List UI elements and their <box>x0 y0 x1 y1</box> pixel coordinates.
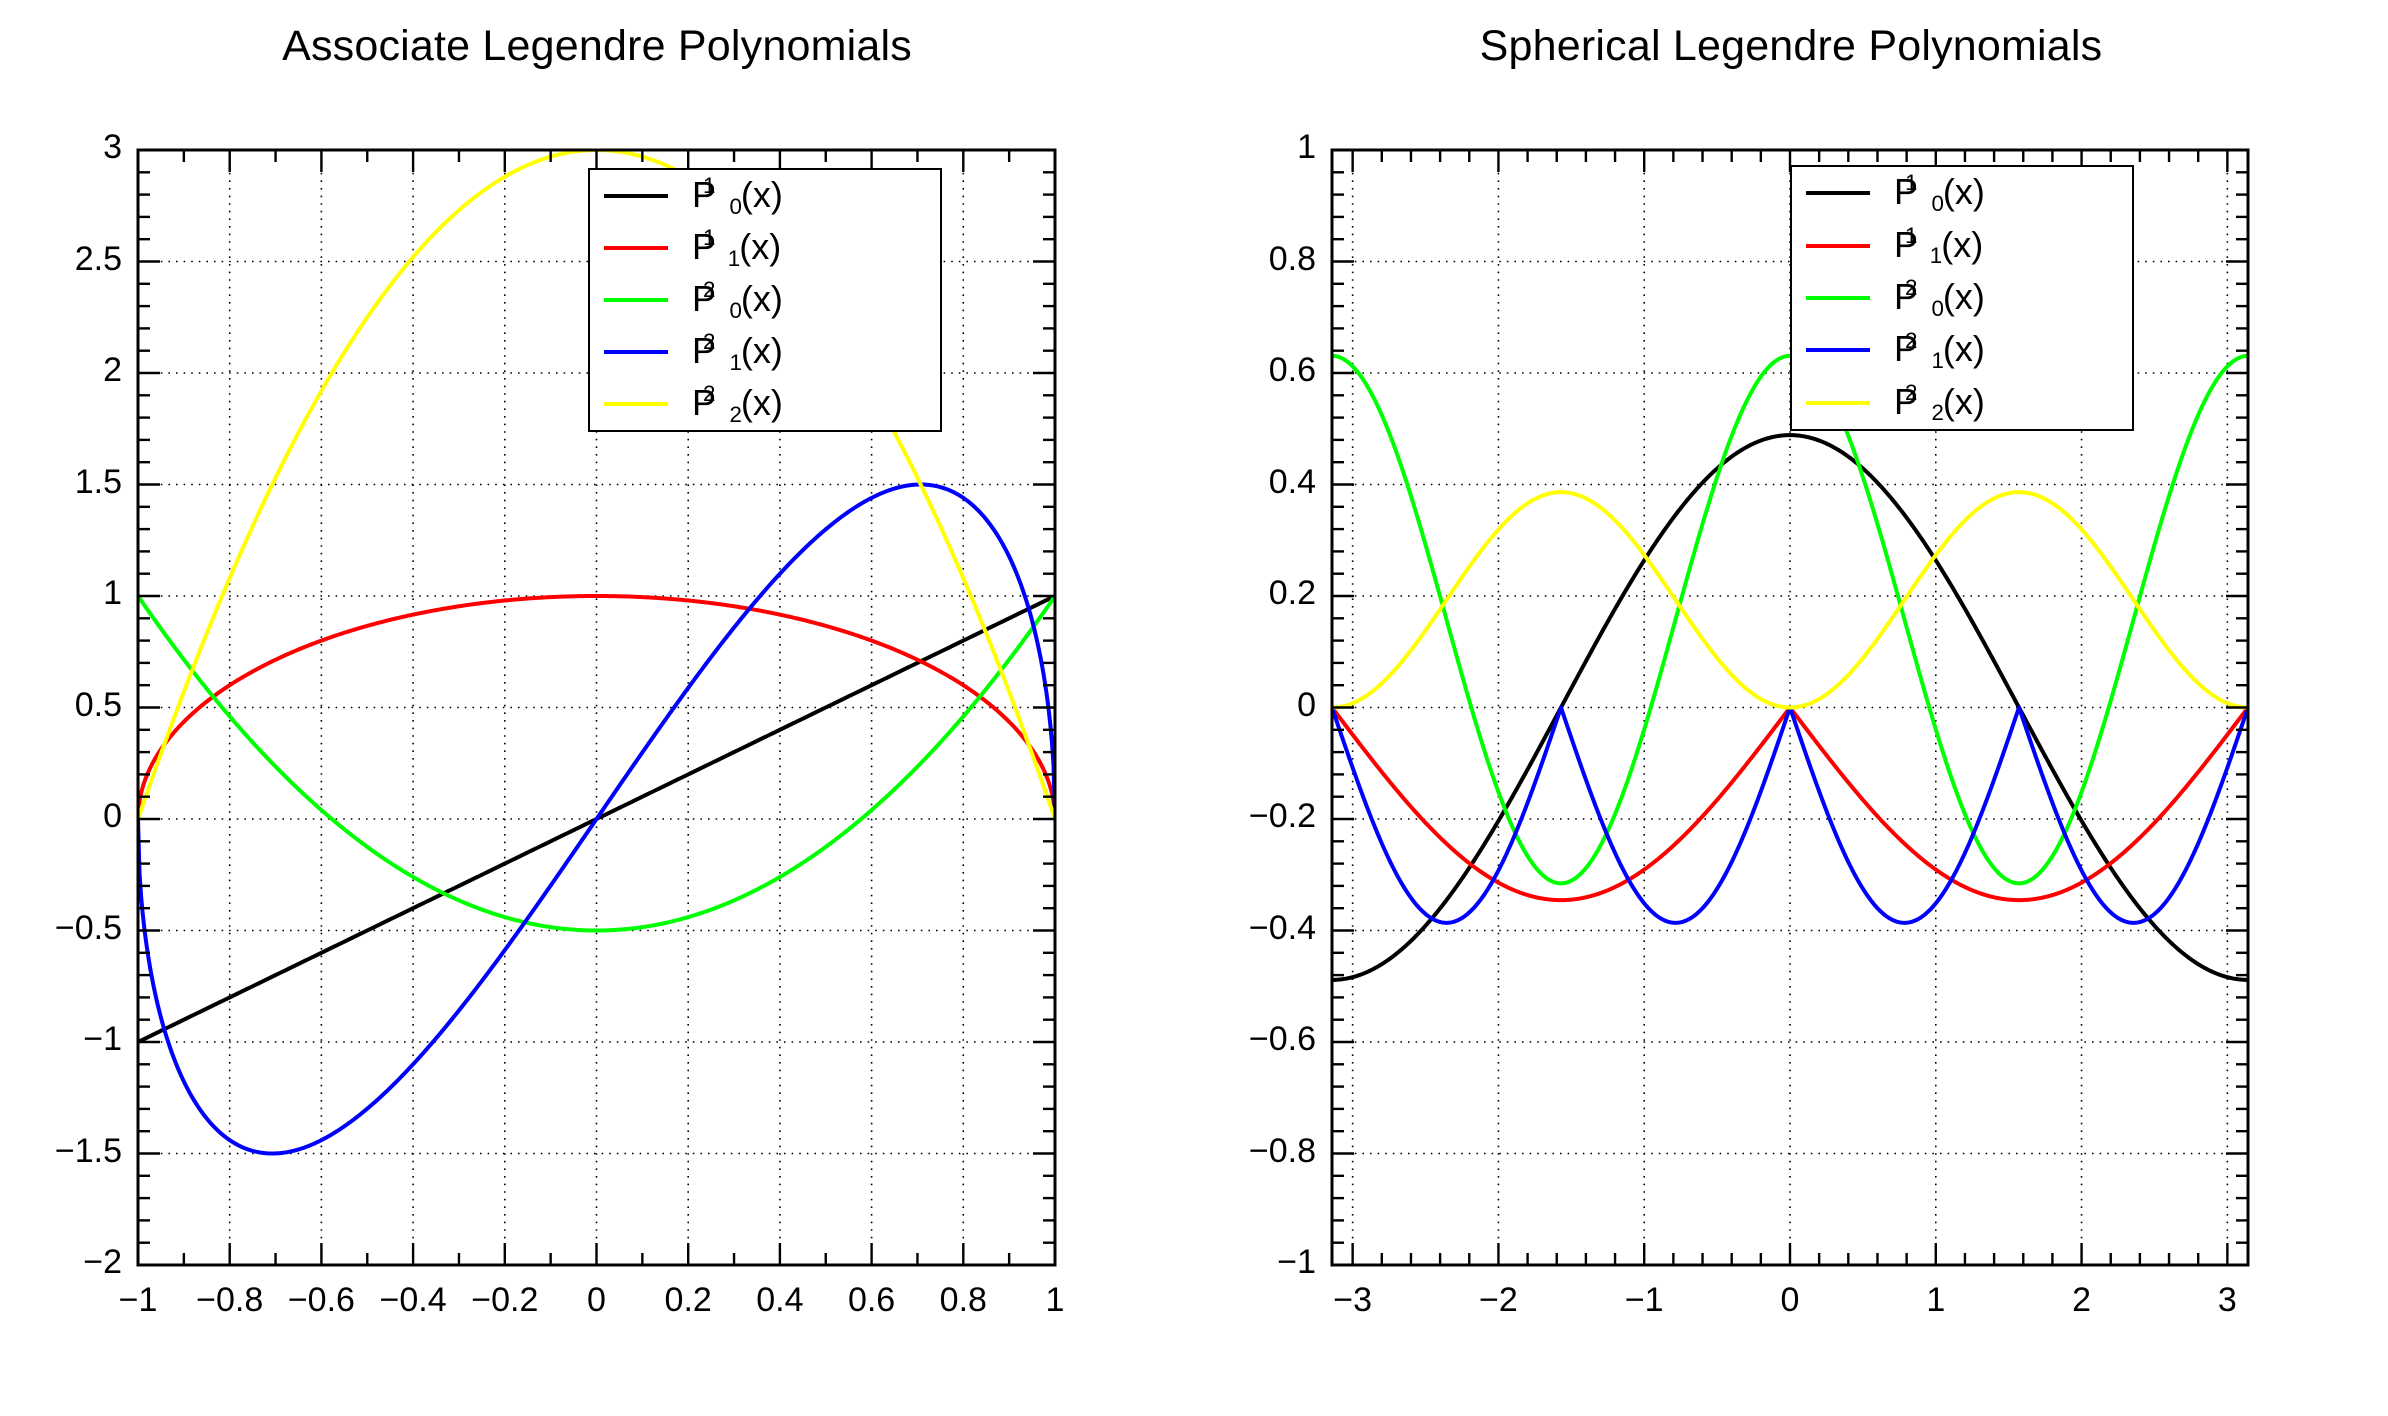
series-line-P02 <box>138 594 1055 933</box>
y-tick-label: 1 <box>103 574 122 612</box>
x-tick-label: 1 <box>1926 1281 1946 1319</box>
legend-swatch-P02 <box>1806 295 1870 300</box>
x-tick-label: −0.6 <box>287 1281 355 1319</box>
legend-row-P22: P22(x) <box>1792 377 2132 429</box>
grid-lines <box>138 150 1055 1265</box>
series-line-P11 <box>138 594 1055 821</box>
y-tick-label: −1.5 <box>54 1131 122 1170</box>
x-tick-label: 0.4 <box>756 1281 804 1319</box>
legend-label-P22: P22(x) <box>1894 379 1985 426</box>
legend-swatch-P22 <box>604 402 668 406</box>
legend-associate: P10(x) P11(x) P20(x) P21(x) P22(x) <box>588 168 942 432</box>
series-line-P22 <box>138 150 1055 821</box>
legend-label-P12: P21(x) <box>1894 327 1985 374</box>
legend-swatch-P11 <box>1806 243 1870 248</box>
x-tick-label: 2 <box>2072 1281 2092 1319</box>
x-tick-label: 0.6 <box>847 1281 896 1319</box>
y-tick-label: 0 <box>1297 685 1316 724</box>
x-tick-label: −1 <box>118 1281 158 1319</box>
y-tick-label: 0.8 <box>1268 239 1316 278</box>
legend-label-P11: P11(x) <box>1894 222 1984 269</box>
y-tick-label: −1 <box>83 1020 122 1058</box>
legend-row-P01: P10(x) <box>1792 167 2132 219</box>
plot-pad-spherical: Spherical Legendre Polynomials −3 −2 −1 0 1 2… <box>1194 0 2388 1416</box>
series-line-P12 <box>138 482 1055 1156</box>
x-tick-label: 0 <box>587 1281 606 1319</box>
axis-ticks <box>1332 148 2248 1267</box>
y-tick-label: −0.8 <box>1248 1131 1316 1170</box>
series-group <box>138 150 1055 1156</box>
legend-swatch-P12 <box>1806 348 1870 353</box>
y-tick-label: 1 <box>1297 128 1316 166</box>
x-tick-label: 0.8 <box>939 1281 987 1319</box>
x-tick-label: 1 <box>1045 1281 1065 1319</box>
x-tick-label: −0.4 <box>379 1281 447 1319</box>
legend-row-P22: P22(x) <box>590 378 940 430</box>
y-tick-label: 1.5 <box>74 462 122 501</box>
series-line-P22 <box>1332 490 2248 710</box>
x-tick-label: −1 <box>1624 1281 1664 1319</box>
legend-swatch-P11 <box>604 246 668 250</box>
y-tick-label: 2 <box>103 351 122 389</box>
x-tick-label: −3 <box>1333 1281 1373 1319</box>
x-tick-label: −0.8 <box>196 1281 264 1319</box>
legend-row-P11: P11(x) <box>590 222 940 274</box>
legend-label-P01: P10(x) <box>1894 170 1985 216</box>
plot-area-spherical <box>1330 148 2250 1267</box>
legend-swatch-P22 <box>1806 400 1870 405</box>
y-tick-label: 0 <box>103 797 122 835</box>
y-tick-label: −0.2 <box>1248 797 1316 835</box>
legend-spherical: P10(x) P11(x) P20(x) P21(x) P22(x) <box>1790 165 2134 431</box>
y-tick-label: 0.5 <box>74 685 122 724</box>
legend-row-P12: P21(x) <box>1792 324 2132 376</box>
legend-label-P12: P21(x) <box>692 329 783 375</box>
y-tick-label: 0.2 <box>1268 574 1316 612</box>
legend-row-P01: P10(x) <box>590 170 940 222</box>
y-tick-label: −2 <box>83 1243 122 1281</box>
x-tick-label: 0.2 <box>664 1281 712 1319</box>
legend-label-P02: P20(x) <box>1894 275 1985 321</box>
plot-pad-associate: Associate Legendre Polynomials −1 −0.8 −0.… <box>54 22 1065 1319</box>
y-tick-label: 2.5 <box>74 239 122 278</box>
plot-title-associate: Associate Legendre Polynomials <box>282 22 912 70</box>
y-tick-label: −0.5 <box>54 908 122 947</box>
legend-row-P02: P20(x) <box>1792 272 2132 324</box>
y-tick-label: 0.4 <box>1268 462 1316 501</box>
legend-swatch-P01 <box>1806 191 1870 196</box>
y-tick-label: 0.6 <box>1268 351 1316 389</box>
legend-swatch-P12 <box>604 350 668 354</box>
series-line-P12 <box>1332 705 2248 925</box>
x-tick-label: −0.2 <box>471 1281 539 1319</box>
legend-row-P11: P11(x) <box>1792 219 2132 271</box>
legend-swatch-P01 <box>604 194 668 198</box>
x-tick-label: −2 <box>1479 1281 1518 1319</box>
series-line-P01 <box>1332 433 2248 982</box>
series-group <box>1332 353 2248 982</box>
legend-label-P11: P11(x) <box>692 225 782 271</box>
grid-lines <box>1332 150 2248 1265</box>
y-tick-label: −0.6 <box>1248 1020 1316 1058</box>
legend-row-P12: P21(x) <box>590 326 940 378</box>
legend-label-P02: P20(x) <box>692 277 783 323</box>
y-tick-label: −1 <box>1277 1243 1316 1281</box>
y-tick-label: 3 <box>103 128 122 166</box>
legend-row-P02: P20(x) <box>590 274 940 326</box>
x-tick-label: 0 <box>1780 1281 1800 1319</box>
x-tick-label: 3 <box>2217 1281 2237 1319</box>
legend-swatch-P02 <box>604 298 668 302</box>
plot-title-spherical: Spherical Legendre Polynomials <box>1479 22 2103 70</box>
y-tick-label: −0.4 <box>1248 908 1316 947</box>
plot-area-associate <box>136 148 1057 1267</box>
legend-label-P01: P10(x) <box>692 173 783 219</box>
legend-label-P22: P22(x) <box>692 381 783 427</box>
